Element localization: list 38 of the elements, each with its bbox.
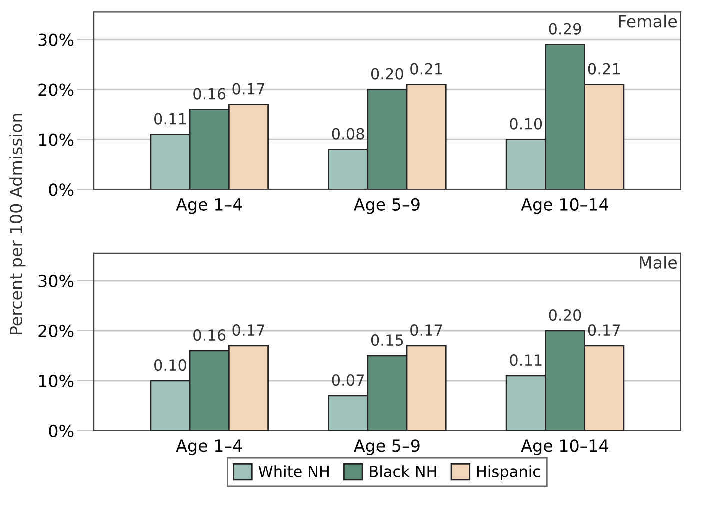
x-tick-label: Age 5–9 [354,198,420,214]
x-tick-label: Age 5–9 [354,440,420,456]
data-label: 0.29 [549,23,582,35]
data-label: 0.10 [154,359,186,372]
x-tick-label: Age 1–4 [176,198,242,214]
data-label: 0.16 [194,330,226,342]
y-axis-title: Percent per 100 Admission [10,114,26,334]
y-tick-label: 30% [38,274,74,288]
annotation: Female [619,14,678,28]
y-tick-label: 0% [49,424,74,438]
y-tick-label: 30% [38,34,74,46]
data-label: 0.21 [410,63,442,75]
legend-label: Black NH [370,466,436,478]
data-label: 0.17 [232,83,264,95]
y-tick-label: 10% [39,134,74,146]
y-tick-label: 0% [49,184,74,196]
data-label: 0.21 [588,63,620,75]
y-tick-label: 20% [38,324,74,338]
data-label: 0.07 [332,374,364,386]
data-label: 0.16 [194,88,226,100]
x-tick-label: Age 10–14 [521,440,608,456]
x-tick-label: Age 10–14 [521,198,608,214]
data-label: 0.10 [510,118,542,130]
data-label: 0.11 [154,113,186,125]
data-label: 0.20 [371,68,404,80]
data-label: 0.17 [232,324,264,336]
data-label: 0.17 [588,324,620,336]
annotation: Male [640,256,678,270]
y-tick-label: 10% [39,374,74,388]
data-label: 0.15 [371,334,404,346]
data-label: 0.08 [332,128,364,140]
data-label: 0.11 [510,354,542,366]
legend-label: White NH [258,466,329,478]
y-tick-label: 20% [38,84,74,96]
x-tick-label: Age 1–4 [176,440,242,456]
data-label: 0.17 [410,324,442,336]
data-label: 0.20 [549,310,582,322]
legend-label: Hispanic [477,466,540,480]
